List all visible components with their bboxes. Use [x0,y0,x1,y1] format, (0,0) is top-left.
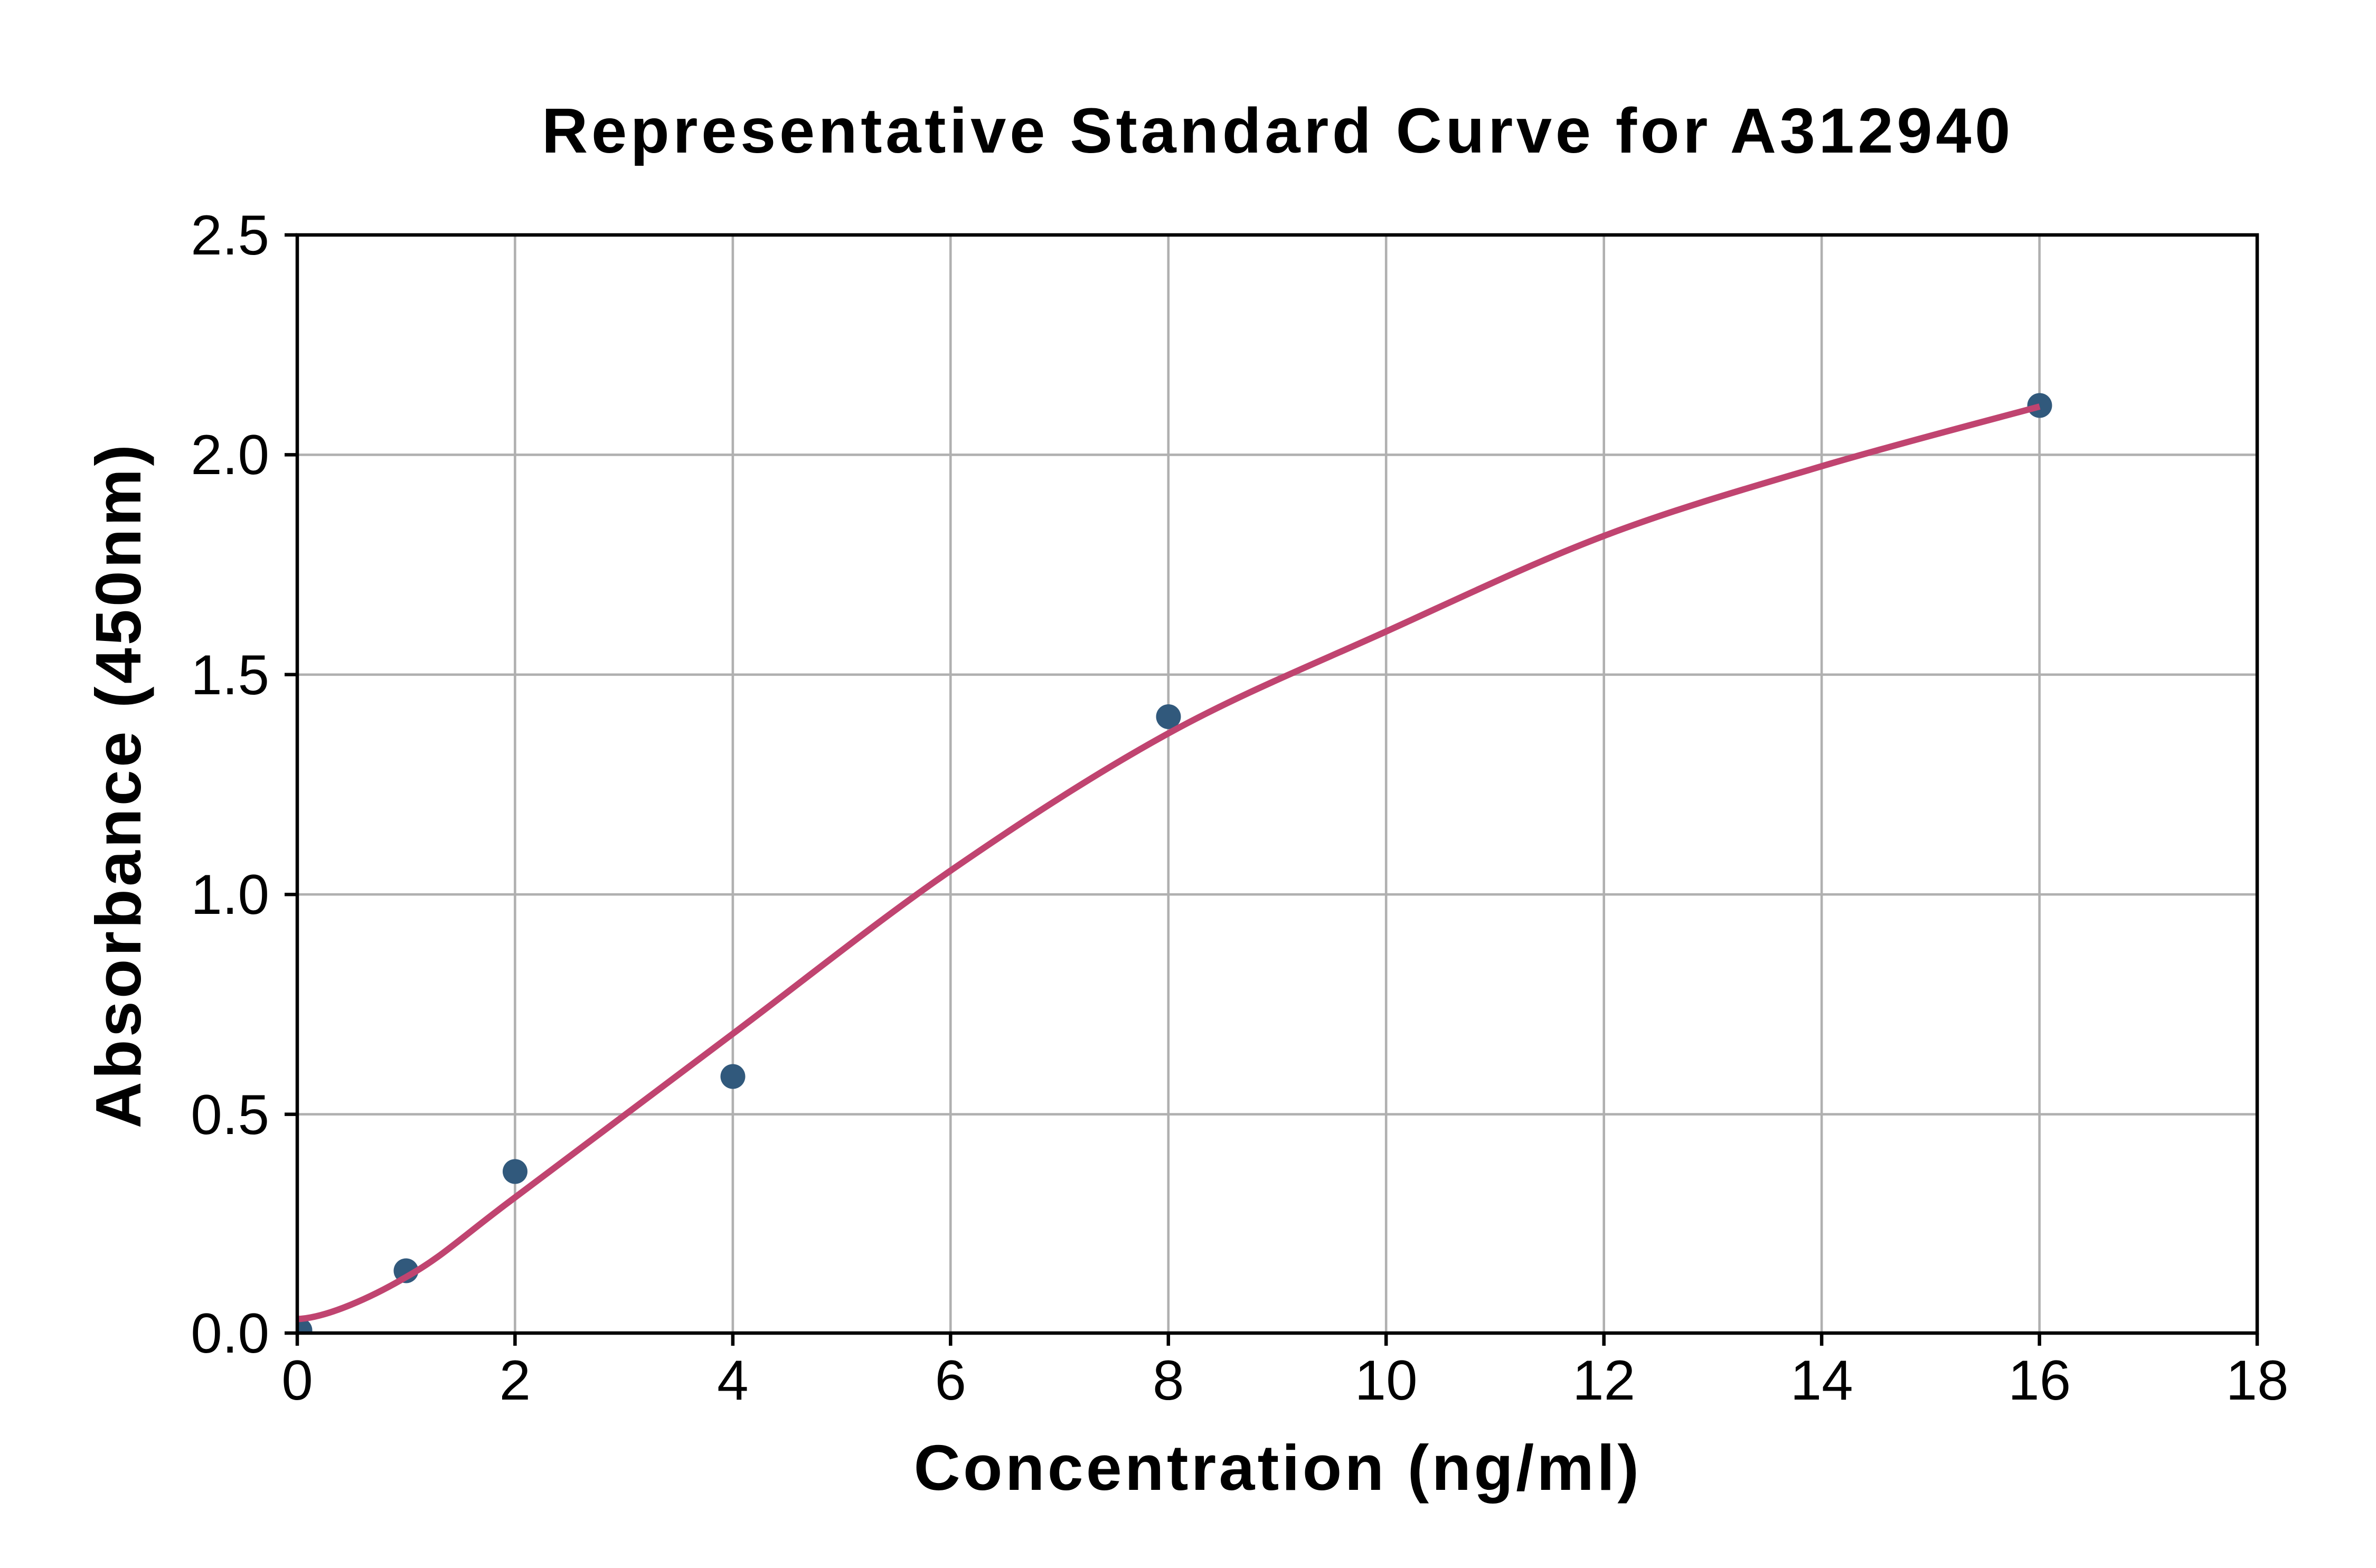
svg-text:8: 8 [1153,1348,1184,1412]
svg-text:10: 10 [1355,1348,1418,1412]
svg-text:18: 18 [2226,1348,2288,1412]
svg-text:4: 4 [717,1348,749,1412]
svg-text:Absorbance (450nm): Absorbance (450nm) [82,442,154,1128]
svg-text:2.5: 2.5 [191,203,269,267]
svg-text:0: 0 [281,1348,313,1412]
svg-text:Representative Standard Curve: Representative Standard Curve for A31294… [542,95,2014,166]
svg-text:0.5: 0.5 [191,1083,269,1146]
svg-text:Concentration (ng/ml): Concentration (ng/ml) [914,1432,1642,1504]
svg-text:6: 6 [935,1348,967,1412]
svg-text:16: 16 [2008,1348,2071,1412]
svg-text:2: 2 [499,1348,531,1412]
svg-text:14: 14 [1790,1348,1853,1412]
svg-text:1.5: 1.5 [191,643,269,706]
svg-text:1.0: 1.0 [191,863,269,926]
svg-text:12: 12 [1572,1348,1635,1412]
svg-text:0.0: 0.0 [191,1301,269,1365]
svg-text:2.0: 2.0 [191,423,269,486]
